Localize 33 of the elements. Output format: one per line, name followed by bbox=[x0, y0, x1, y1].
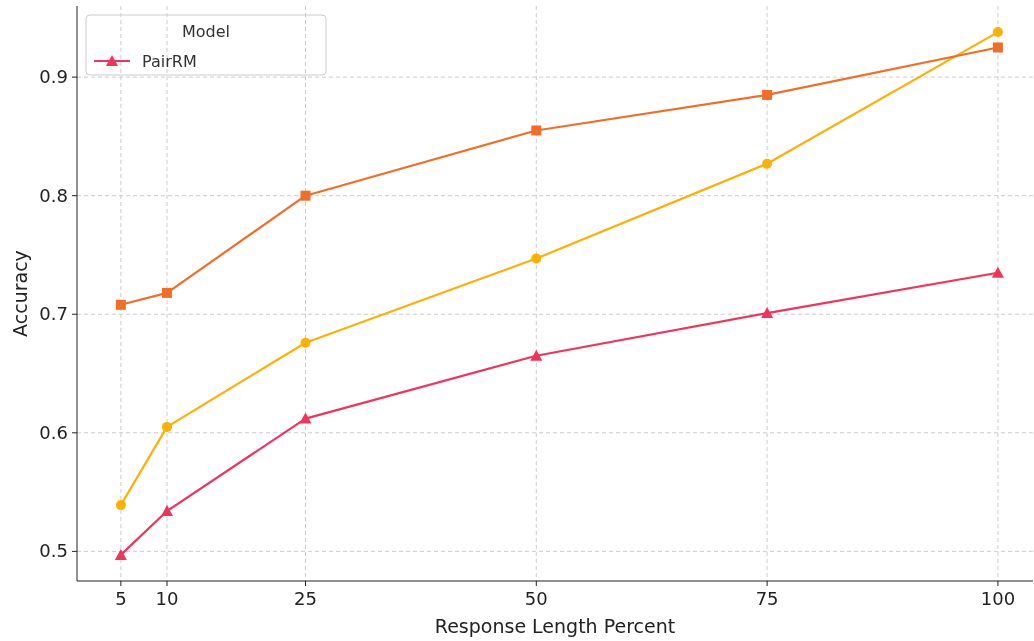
point bbox=[530, 349, 543, 361]
y-tick-label: 0.8 bbox=[39, 184, 68, 206]
point bbox=[991, 266, 1004, 278]
point bbox=[762, 158, 773, 169]
point bbox=[299, 412, 312, 424]
y-tick-label: 0.5 bbox=[39, 540, 68, 562]
point bbox=[992, 42, 1003, 53]
point bbox=[300, 337, 311, 348]
point bbox=[992, 27, 1003, 38]
point bbox=[115, 299, 126, 310]
x-axis-title: Response Length Percent bbox=[434, 615, 676, 637]
x-tick-label: 50 bbox=[524, 588, 548, 609]
point bbox=[762, 89, 773, 100]
y-tick-label: 0.6 bbox=[39, 421, 68, 443]
x-tick-label: 5 bbox=[115, 588, 127, 609]
point bbox=[300, 190, 311, 201]
x-tick-label: 10 bbox=[155, 588, 179, 609]
point bbox=[114, 548, 127, 560]
point bbox=[115, 500, 126, 511]
point bbox=[161, 505, 174, 517]
legend-title: Model bbox=[181, 22, 231, 41]
x-tick-label: 100 bbox=[980, 588, 1016, 609]
point bbox=[162, 287, 173, 298]
point bbox=[162, 421, 173, 432]
point bbox=[531, 125, 542, 136]
y-tick-label: 0.7 bbox=[39, 303, 68, 325]
y-tick-label: 0.9 bbox=[39, 66, 68, 88]
point bbox=[531, 253, 542, 264]
x-tick-label: 75 bbox=[755, 588, 779, 609]
point bbox=[761, 307, 774, 319]
y-axis-title: Accuracy bbox=[9, 250, 31, 337]
legend-label: PairRM bbox=[142, 52, 197, 71]
x-tick-label: 25 bbox=[294, 588, 317, 609]
